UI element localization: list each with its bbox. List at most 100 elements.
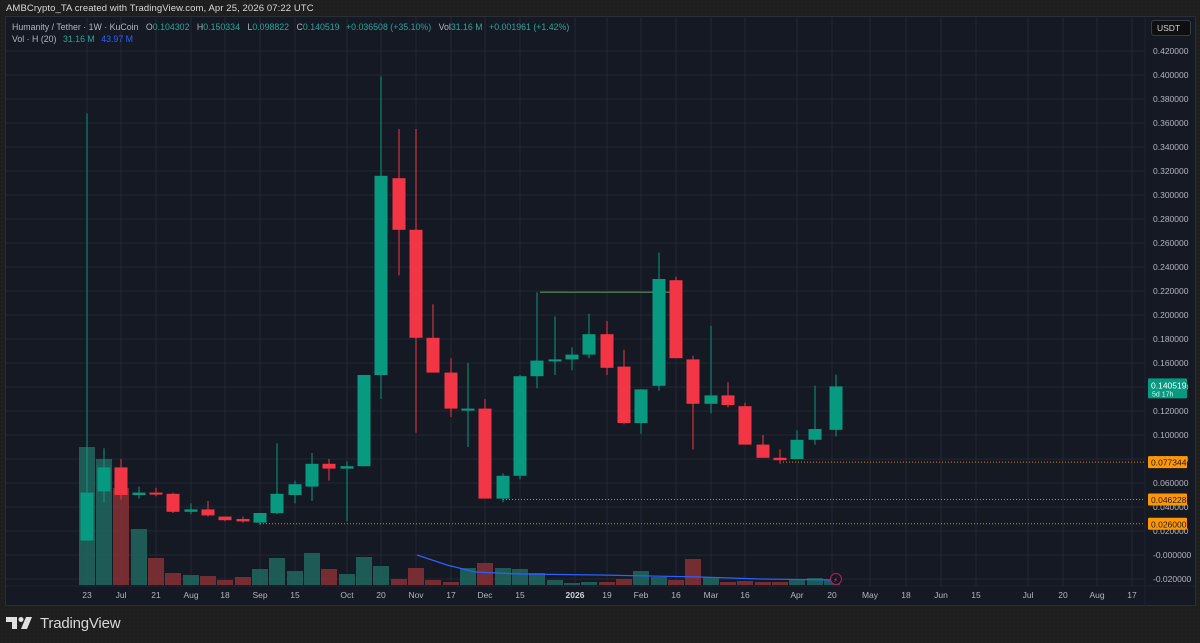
bearish-candle[interactable] (738, 406, 752, 445)
price-tick-label: -0.020000 (1153, 574, 1192, 584)
level-price-text: 0.046228 (1151, 495, 1187, 505)
bullish-candle[interactable] (704, 395, 718, 404)
price-tick-label: 0.280000 (1153, 214, 1189, 224)
volume-bar (235, 577, 251, 585)
chart-legend: Humanity / Tether · 1W · KuCoin O0.10430… (12, 21, 569, 45)
bullish-candle[interactable] (808, 429, 822, 440)
price-tick-label: 0.060000 (1153, 478, 1189, 488)
bearish-candle[interactable] (617, 366, 631, 423)
level-price-badge (1148, 456, 1187, 469)
bearish-candle[interactable] (218, 516, 232, 521)
time-tick-label: Jul (1023, 590, 1034, 600)
bearish-candle[interactable] (444, 372, 458, 409)
bullish-candle[interactable] (184, 509, 198, 512)
time-tick-label: Mar (704, 590, 719, 600)
vol-label: Vol (438, 22, 451, 32)
ohlc-row: Humanity / Tether · 1W · KuCoin O0.10430… (12, 21, 569, 33)
low-value: 0.098822 (252, 22, 290, 32)
time-tick-label: Nov (408, 590, 424, 600)
price-tick-label: 0.120000 (1153, 406, 1189, 416)
bullish-candle[interactable] (357, 375, 371, 467)
bullish-candle[interactable] (530, 360, 544, 377)
volume-bar (477, 563, 493, 585)
open-label: O (145, 22, 153, 32)
bar-countdown-text: 5d 17h (1152, 391, 1174, 398)
vol-change: +0.001961 (+1.42%) (489, 22, 570, 32)
bearish-candle[interactable] (773, 457, 787, 461)
volume-bar (148, 558, 164, 585)
bearish-candle[interactable] (149, 492, 163, 495)
bullish-candle[interactable] (305, 463, 319, 487)
volume-bar (772, 582, 788, 585)
volume-bar (599, 582, 615, 585)
bearish-candle[interactable] (721, 395, 735, 405)
bullish-candle[interactable] (513, 376, 527, 476)
volume-bar (373, 566, 389, 585)
time-tick-label: Dec (477, 590, 493, 600)
bearish-candle[interactable] (669, 280, 683, 359)
indicator-title[interactable]: Vol · H (20) (12, 34, 57, 44)
price-tick-label: 0.040000 (1153, 502, 1189, 512)
high-value: 0.150334 (203, 22, 240, 32)
bullish-candle[interactable] (270, 493, 284, 513)
bullish-candle[interactable] (97, 467, 111, 492)
time-tick-label: 15 (971, 590, 981, 600)
time-tick-label: 18 (901, 590, 911, 600)
volume-bar (200, 576, 216, 585)
bearish-candle[interactable] (756, 444, 770, 458)
indicator-volume: 31.16 M (62, 34, 95, 44)
price-tick-label: 0.320000 (1153, 166, 1189, 176)
symbol-title[interactable]: Humanity / Tether · 1W · KuCoin (12, 22, 139, 32)
bullish-candle[interactable] (374, 175, 388, 375)
volume-bar (547, 580, 563, 585)
time-tick-label: 20 (827, 590, 837, 600)
bearish-candle[interactable] (392, 178, 406, 230)
bullish-candle[interactable] (790, 439, 804, 459)
bearish-candle[interactable] (686, 359, 700, 404)
bearish-candle[interactable] (322, 463, 336, 469)
chart-frame[interactable] (5, 16, 1196, 606)
bullish-candle[interactable] (582, 334, 596, 355)
bullish-candle[interactable] (548, 359, 562, 362)
bullish-candle[interactable] (288, 484, 302, 495)
time-tick-label: Oct (340, 590, 354, 600)
brand-name: TradingView (40, 614, 121, 632)
open-value: 0.104302 (152, 22, 190, 32)
indicator-ma: 43.97 M (101, 34, 133, 44)
bullish-candle[interactable] (565, 354, 579, 360)
bearish-candle[interactable] (600, 334, 614, 368)
volume-bar (703, 577, 719, 585)
bullish-candle[interactable] (132, 492, 146, 495)
bullish-candle[interactable] (634, 389, 648, 423)
bearish-candle[interactable] (426, 337, 440, 373)
volume-bar (512, 569, 528, 585)
bullish-candle[interactable] (253, 513, 267, 523)
bearish-candle[interactable] (201, 509, 215, 516)
volume-bar (460, 568, 476, 585)
lightning-icon[interactable] (830, 573, 842, 585)
volume-bar (183, 575, 199, 585)
bearish-candle[interactable] (166, 493, 180, 512)
bearish-candle[interactable] (409, 229, 423, 338)
time-tick-label: 20 (376, 590, 386, 600)
bullish-candle[interactable] (461, 408, 475, 411)
bullish-candle[interactable] (652, 279, 666, 386)
bullish-candle[interactable] (829, 386, 843, 430)
price-change: +0.036508 (+35.10%) (346, 22, 432, 32)
volume-bar (339, 574, 355, 585)
time-tick-label: 16 (740, 590, 750, 600)
bearish-candle[interactable] (114, 467, 128, 495)
currency-button[interactable]: USDT (1151, 20, 1191, 36)
time-tick-label: 18 (220, 590, 230, 600)
time-tick-label: Aug (1089, 590, 1104, 600)
vol-value: 31.16 M (450, 22, 483, 32)
bullish-candle[interactable] (340, 466, 354, 469)
bearish-candle[interactable] (236, 519, 250, 522)
bullish-candle[interactable] (496, 475, 510, 499)
volume-bar (720, 582, 736, 585)
chart-credit: AMBCrypto_TA created with TradingView.co… (6, 3, 314, 14)
bullish-candle[interactable] (80, 492, 94, 541)
volume-bar (165, 573, 181, 585)
bearish-candle[interactable] (478, 408, 492, 499)
